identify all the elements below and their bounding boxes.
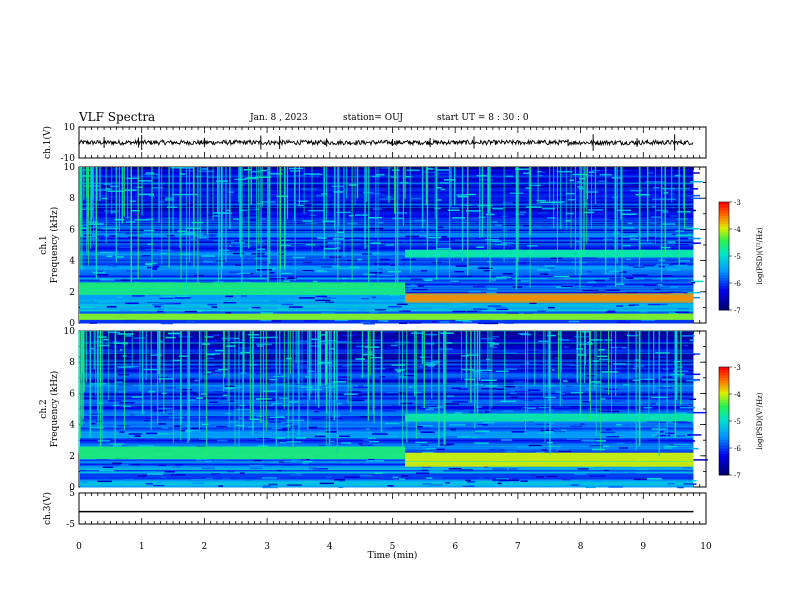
xtick-label: 9 [640,542,646,552]
ch2-spectrogram-colorbar-tick: -5 [734,418,741,426]
ch2-spectrogram-ytick-label: 2 [69,452,75,462]
ch1-spectrogram-ytick-label: 2 [69,288,75,298]
xtick-label: 7 [515,542,521,552]
ch2-spectrogram-colorbar: -3 -4 -5 -6 -7 log(PSD)(V²/Hz) [718,364,764,480]
ch2-spectrogram-colorbar-label: log(PSD)(V²/Hz) [756,392,764,449]
ch2-spectrogram-ytick-label: 6 [69,389,75,399]
start-ut-label: start UT = 8 : 30 : 0 [437,113,529,123]
xtick-label: 6 [452,542,458,552]
ch1-spectrogram-band [405,249,694,258]
xtick-label: 4 [327,542,333,552]
panel-ch2-spectrogram: 0 2 4 6 8 10 ch.2 Frequency (kHz) [39,327,708,493]
ch1-spectrogram-colorbar-tick: -5 [734,253,741,261]
ch1-spectrogram-colorbar-tick: -6 [734,280,741,288]
ch1-spectrogram-band [79,313,694,320]
ch1-spectrogram-colorbar-tick: -3 [734,199,741,207]
ch1-spectrogram-ytick-label: 8 [69,194,75,204]
ch1-spectrogram-ytick-label: 6 [69,225,75,235]
ch2-spectrogram-ytick-label: 10 [64,327,76,337]
ch1-spectrogram-band [405,293,694,303]
ch2-spectrogram-ytick-label: 4 [69,421,75,431]
ch2-spectrogram-ytick-label: 0 [69,483,75,493]
ch1-spectrogram-colorbar-tick: -4 [734,226,741,234]
xtick-label: 3 [264,542,270,552]
ch2-spectrogram-ylabel: Frequency (kHz) [49,371,60,448]
ch2-spectrogram-colorbar-tick: -6 [734,445,741,453]
xtick-label: 1 [139,542,145,552]
ch1-spectrogram-ylabel: ch.1 [39,235,49,254]
panel-ch3-waveform: 5 -5 ch.3(V) [42,489,707,530]
panel-ch1-spectrogram: 0 2 4 6 8 10 ch.1 Frequency (kHz) [39,163,707,329]
ch1-spectrogram-colorbar-label: log(PSD)(V²/Hz) [756,227,764,284]
ch2-spectrogram-band [405,452,694,467]
ch2-spectrogram-ylabel: ch.2 [39,399,49,418]
ch3-waveform-ytick-label: 5 [69,489,75,499]
ch2-spectrogram-band [79,446,406,459]
date-label: Jan. 8 , 2023 [250,113,308,123]
ch3-waveform-ylabel: ch.3(V) [42,492,53,525]
ch1-spectrogram-ytick-label: 4 [69,257,75,267]
ch2-spectrogram-colorbar-tick: -4 [734,391,741,399]
ch2-spectrogram-colorbar-tick: -3 [734,364,741,372]
ch2-spectrogram-colorbar-tick: -7 [734,472,741,480]
ch3-waveform-ytick-label: -5 [66,520,75,530]
ch1-spectrogram-colorbar: -3 -4 -5 -6 -7 log(PSD)(V²/Hz) [718,199,764,315]
xtick-label: 8 [578,542,584,552]
ch1-spectrogram-ytick-label: 0 [69,319,75,329]
xtick-label: 2 [202,542,208,552]
station-label: station= OUJ [343,113,404,123]
xtick-label: 10 [700,542,712,552]
ch1-waveform-trace [78,138,694,147]
ch1-spectrogram-colorbar-tick: -7 [734,307,741,315]
panel-ch1-waveform: 10 -10 ch.1(V) [42,123,707,164]
ch1-waveform-ytick-label: -10 [61,154,76,164]
xtick-label: 5 [390,542,396,552]
ch1-spectrogram-ytick-label: 10 [64,163,76,173]
ch1-spectrogram-ylabel: Frequency (kHz) [49,207,60,284]
ch2-spectrogram-image [78,330,708,489]
xtick-label: 0 [76,542,82,552]
ch1-waveform-ytick-label: 10 [64,123,76,133]
ch1-waveform-ylabel: ch.1(V) [42,126,53,159]
figure-title: VLF Spectra [79,110,156,124]
ch2-spectrogram-ytick-label: 8 [69,358,75,368]
ch1-spectrogram-image [79,167,704,325]
x-axis-label: Time (min) [368,550,418,561]
